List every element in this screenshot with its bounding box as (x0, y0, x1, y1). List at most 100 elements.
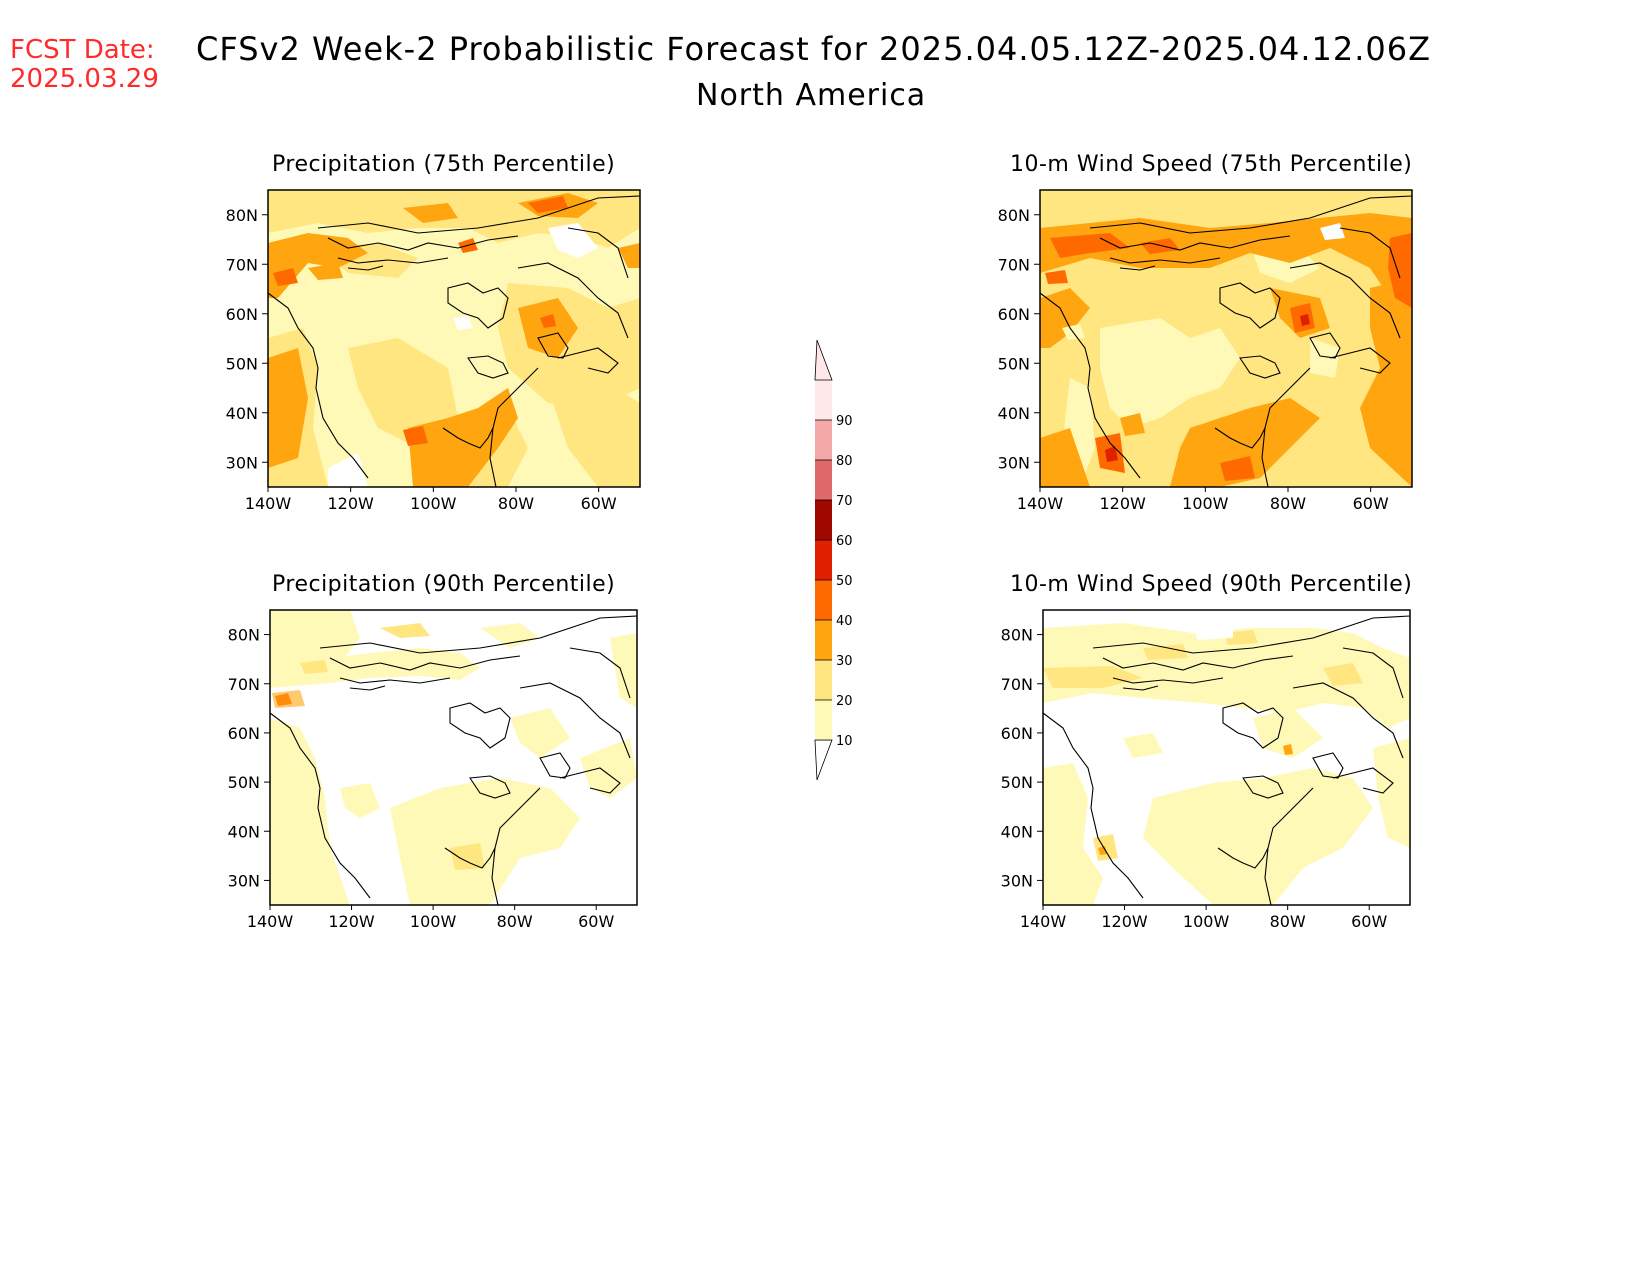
lat-tick-label: 80N (228, 626, 260, 645)
map-wind90: 80N 70N 60N 50N 40N 30N 140W 120W 100W 80W 60W (1001, 609, 1411, 931)
lon-tick-label: 80W (1270, 912, 1306, 931)
coastline-layer (268, 195, 640, 487)
fcst-date: 2025.03.29 (10, 64, 159, 94)
colorbar-label: 40 (836, 614, 853, 629)
colorbar-label: 50 (836, 574, 853, 589)
lon-tick-label: 120W (328, 912, 375, 931)
colorbar-cell (815, 500, 832, 540)
map-precip75: 80N 70N 60N 50N 40N 30N 140W 120W 100W 80W 60W (226, 189, 641, 513)
lon-tick-label: 80W (498, 494, 534, 513)
lon-tick-label: 100W (410, 912, 457, 931)
lat-tick-label: 40N (998, 404, 1030, 423)
lon-tick-label: 60W (578, 912, 614, 931)
panel-title-precip90: Precipitation (90th Percentile) (272, 572, 616, 597)
colorbar-label: 30 (836, 654, 853, 669)
lon-tick-label: 100W (1183, 912, 1230, 931)
lon-tick-label: 120W (1101, 912, 1148, 931)
lon-tick-label: 120W (327, 494, 374, 513)
lon-tick-label: 100W (1182, 494, 1229, 513)
lon-tick-label: 120W (1099, 494, 1146, 513)
lat-axis: 80N 70N 60N 50N 40N 30N (1001, 626, 1043, 890)
colorbar-cell (815, 420, 832, 460)
colorbar-cell (815, 580, 832, 620)
colorbar-cell (815, 380, 832, 420)
lat-tick-label: 70N (228, 675, 260, 694)
region-subtitle: North America (696, 78, 927, 113)
lon-tick-label: 60W (1351, 912, 1387, 931)
lon-tick-label: 80W (1270, 494, 1306, 513)
lat-tick-label: 30N (228, 871, 260, 890)
lat-tick-label: 50N (226, 354, 258, 373)
map-frame (269, 609, 638, 906)
colorbar-cells (814, 339, 833, 781)
coastline-layer (270, 615, 637, 905)
lat-tick-label: 70N (998, 255, 1030, 274)
contour-fill-layer (270, 610, 637, 905)
lat-tick-label: 30N (998, 453, 1030, 472)
lon-tick-label: 140W (245, 494, 292, 513)
lat-tick-label: 50N (228, 773, 260, 792)
map-frame (1042, 609, 1411, 906)
colorbar: 10 20 30 40 50 60 70 80 90 (814, 339, 853, 781)
page-title: CFSv2 Week-2 Probabilistic Forecast for … (196, 30, 1432, 68)
forecast-date-label: FCST Date: 2025.03.29 (10, 36, 159, 94)
lon-tick-label: 140W (247, 912, 294, 931)
colorbar-label: 90 (836, 414, 853, 429)
lat-tick-label: 80N (998, 206, 1030, 225)
lat-tick-label: 60N (1001, 724, 1033, 743)
panel-title-wind75: 10-m Wind Speed (75th Percentile) (1010, 152, 1413, 177)
lat-tick-label: 60N (228, 724, 260, 743)
lat-tick-label: 70N (226, 255, 258, 274)
lat-tick-label: 50N (1001, 773, 1033, 792)
colorbar-label: 60 (836, 534, 853, 549)
lat-tick-label: 40N (1001, 822, 1033, 841)
lat-tick-label: 40N (226, 404, 258, 423)
colorbar-label: 10 (836, 734, 853, 749)
lon-tick-label: 100W (410, 494, 457, 513)
contour-fill-layer (268, 190, 640, 487)
colorbar-labels: 10 20 30 40 50 60 70 80 90 (815, 414, 853, 749)
colorbar-lower-tip (814, 739, 833, 781)
lon-tick-label: 60W (1353, 494, 1389, 513)
colorbar-cell (815, 460, 832, 500)
lat-tick-label: 80N (226, 206, 258, 225)
lon-tick-label: 60W (581, 494, 617, 513)
lat-tick-label: 30N (1001, 871, 1033, 890)
colorbar-cell (815, 540, 832, 580)
lat-tick-label: 80N (1001, 626, 1033, 645)
colorbar-label: 20 (836, 694, 853, 709)
contour-fill-layer (1043, 623, 1410, 905)
lat-tick-label: 60N (998, 305, 1030, 324)
colorbar-upper-tip (814, 339, 833, 381)
lat-tick-label: 60N (226, 305, 258, 324)
lon-tick-label: 140W (1020, 912, 1067, 931)
colorbar-cell (815, 660, 832, 700)
lat-tick-label: 40N (228, 822, 260, 841)
colorbar-label: 70 (836, 494, 853, 509)
panel-title-wind90: 10-m Wind Speed (90th Percentile) (1010, 572, 1413, 597)
lon-axis: 140W 120W 100W 80W 60W (245, 487, 617, 513)
lon-tick-label: 80W (497, 912, 533, 931)
coastline-layer (1040, 195, 1412, 487)
panel-title-precip75: Precipitation (75th Percentile) (272, 152, 616, 177)
map-frame (1039, 189, 1413, 488)
lat-tick-label: 50N (998, 354, 1030, 373)
map-wind75: 80N 70N 60N 50N 40N 30N 140W 120W 100W 80W 60W (998, 189, 1413, 513)
coastline-layer (1043, 615, 1410, 905)
map-precip90: 80N 70N 60N 50N 40N 30N 140W 120W 100W 80W 60W (228, 609, 638, 931)
colorbar-label: 80 (836, 454, 853, 469)
lat-axis: 80N 70N 60N 50N 40N 30N (228, 626, 270, 890)
lat-tick-label: 70N (1001, 675, 1033, 694)
lon-tick-label: 140W (1017, 494, 1064, 513)
colorbar-cell (815, 700, 832, 740)
lon-axis: 140W 120W 100W 80W 60W (1020, 905, 1387, 931)
lat-axis: 80N 70N 60N 50N 40N 30N (998, 206, 1040, 472)
colorbar-cell (815, 620, 832, 660)
fcst-label: FCST Date: (10, 35, 155, 65)
lat-axis: 80N 70N 60N 50N 40N 30N (226, 206, 268, 472)
lon-axis: 140W 120W 100W 80W 60W (247, 905, 614, 931)
lon-axis: 140W 120W 100W 80W 60W (1017, 487, 1389, 513)
contour-fill-layer (1040, 213, 1412, 487)
map-frame (267, 189, 641, 488)
lat-tick-label: 30N (226, 453, 258, 472)
